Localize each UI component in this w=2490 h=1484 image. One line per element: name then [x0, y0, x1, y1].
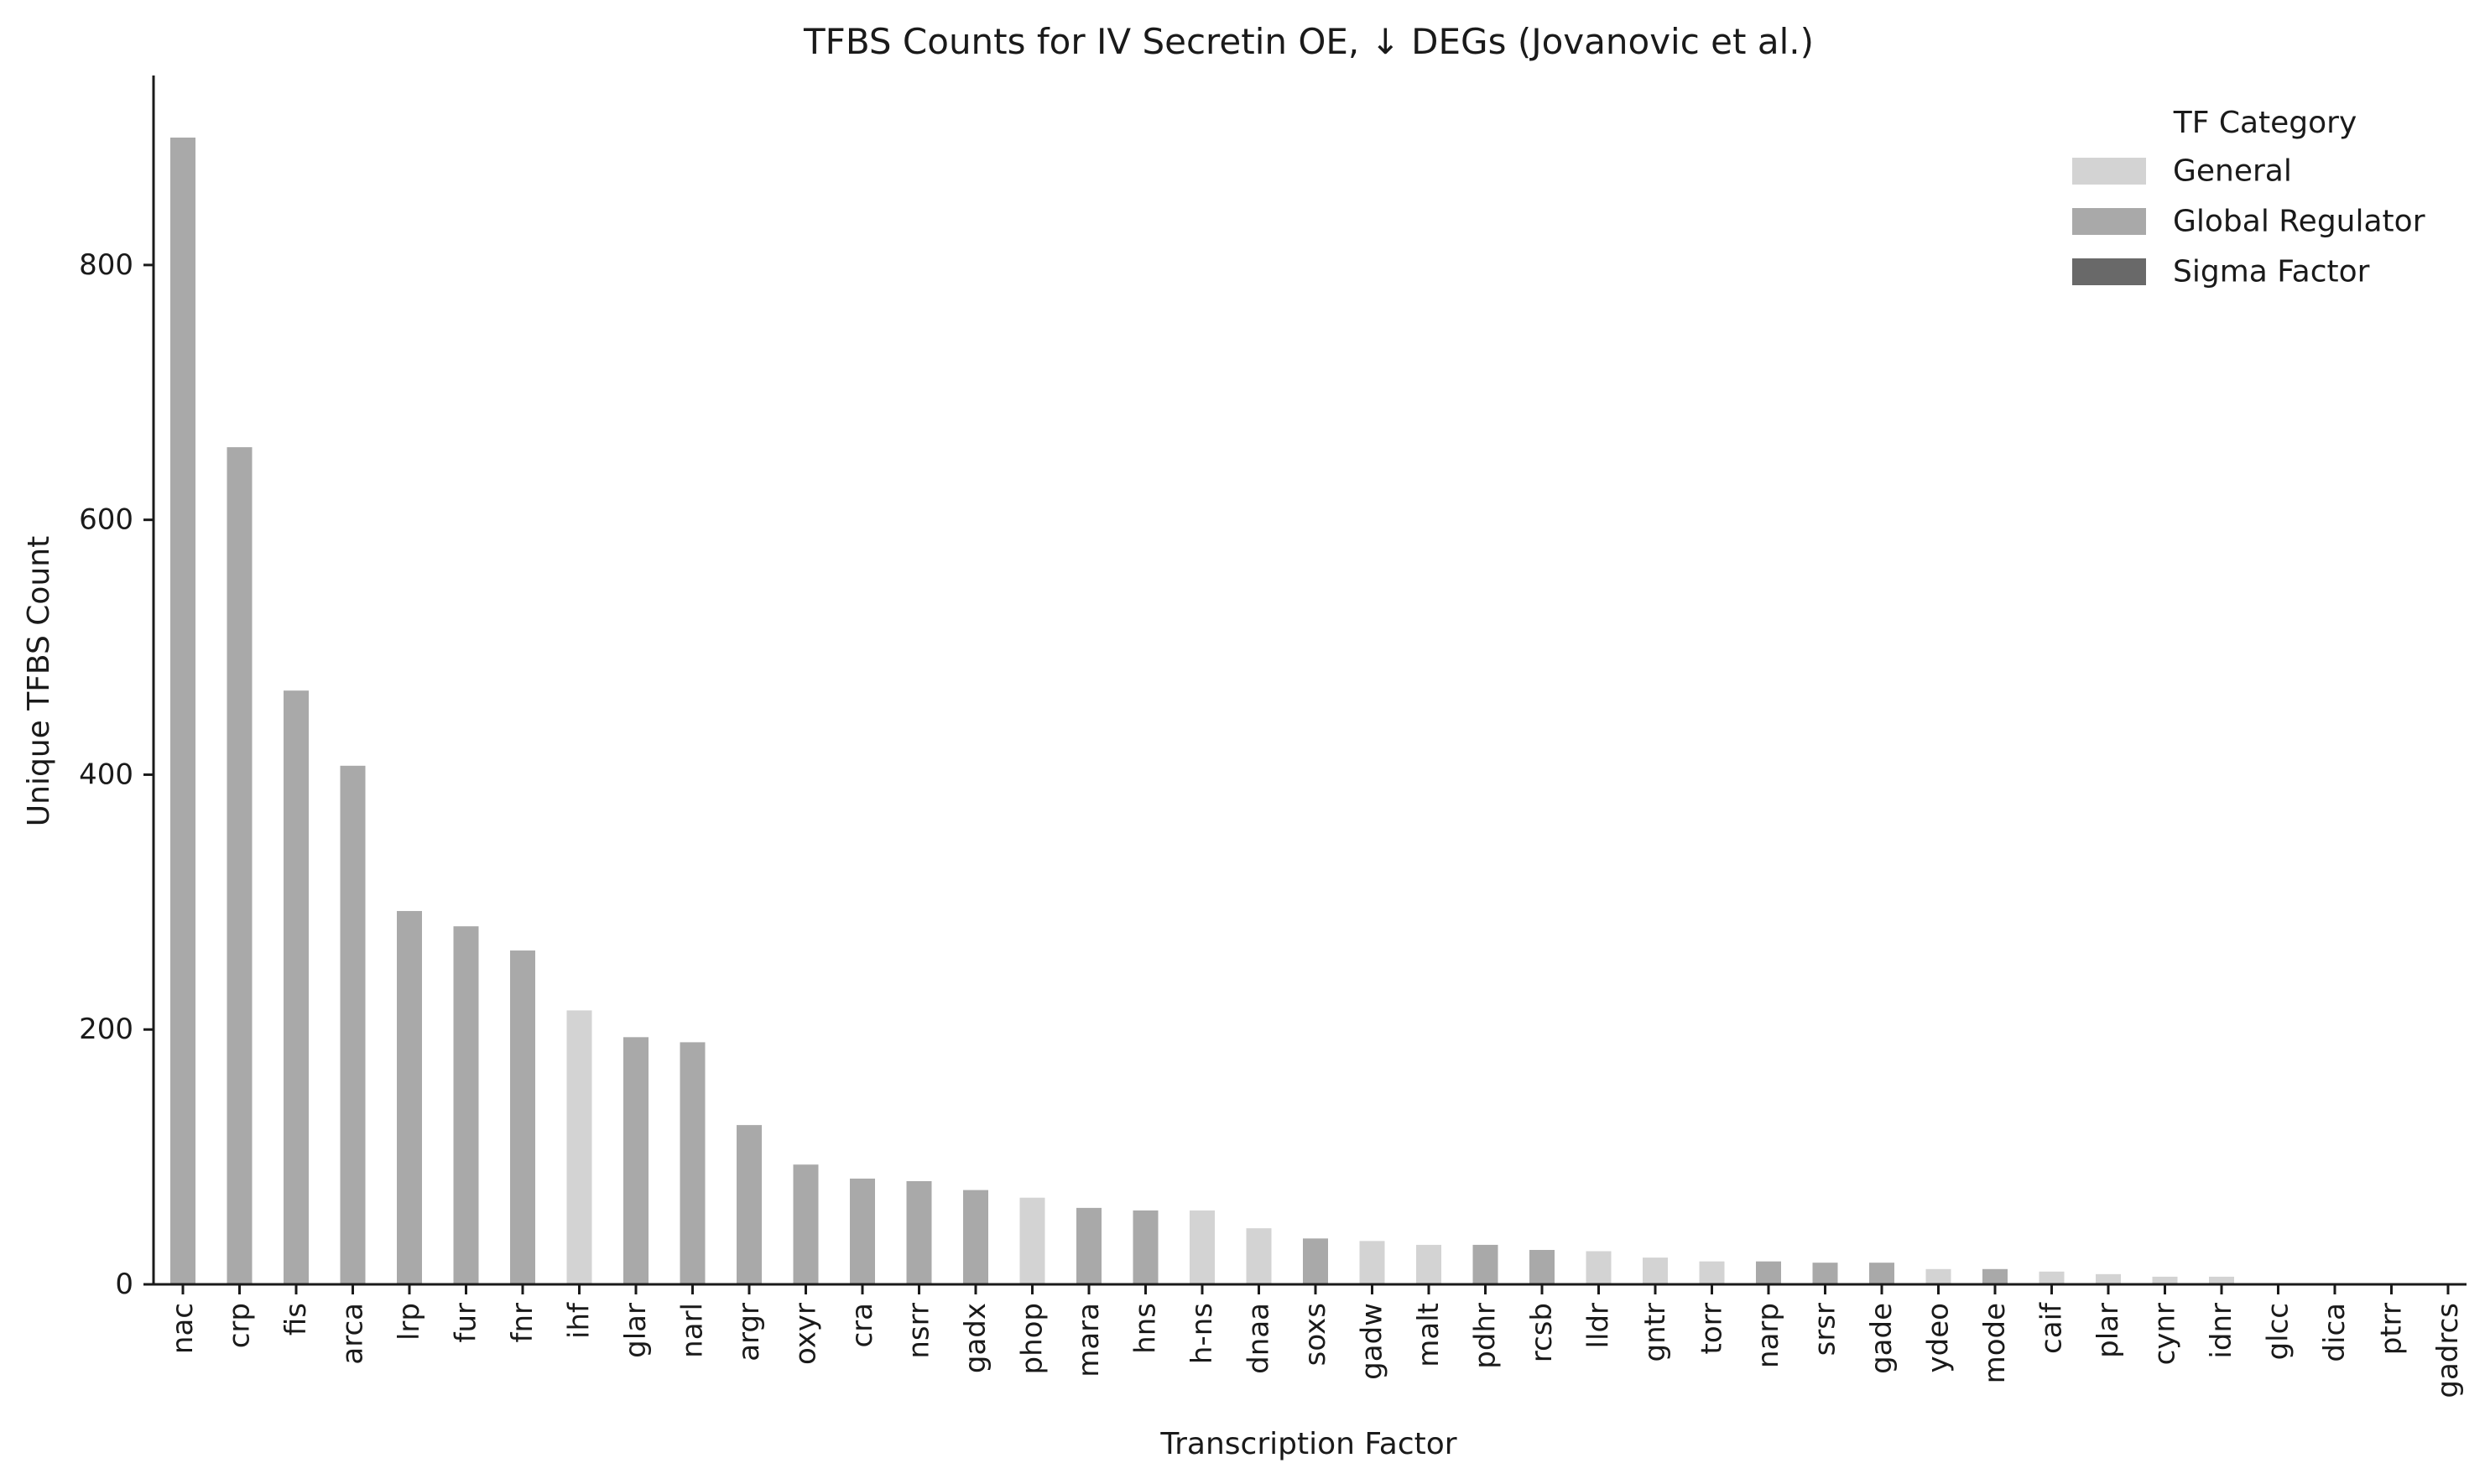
bar-caif — [2039, 1271, 2065, 1284]
x-tick-label-lldr: lldr — [1582, 1303, 1616, 1348]
bar-idnr — [2209, 1276, 2234, 1284]
bar-nsrr — [906, 1180, 932, 1284]
bar-gadw — [1359, 1241, 1385, 1284]
x-tick-label-gade: gade — [1865, 1303, 1899, 1374]
x-tick-label-ptrr: ptrr — [2375, 1303, 2409, 1355]
y-axis-ticks: 0 200 400 600 800 — [79, 248, 154, 1301]
bar-hns — [1133, 1210, 1159, 1284]
x-tick-label-ihf: ihf — [563, 1302, 596, 1339]
bar-narl — [680, 1042, 706, 1284]
bar-cynr — [2152, 1276, 2178, 1284]
chart-title: TFBS Counts for IV Secretin OE, ↓ DEGs (… — [803, 21, 1814, 62]
bar-oxyr — [793, 1164, 819, 1284]
legend-swatch-global-regulator — [2072, 208, 2146, 235]
x-tick-label-gadrcs: gadrcs — [2431, 1303, 2465, 1398]
y-axis-label: Unique TFBS Count — [22, 536, 56, 826]
x-tick-label-soxs: soxs — [1299, 1303, 1332, 1366]
x-tick-label-dica: dica — [2318, 1303, 2352, 1362]
x-tick-label-nsrr: nsrr — [903, 1303, 936, 1359]
x-tick-label-narl: narl — [676, 1303, 710, 1358]
legend-title: TF Category — [2173, 106, 2357, 140]
legend-label-sigma-factor: Sigma Factor — [2173, 255, 2370, 289]
x-tick-label-caif: caif — [2035, 1302, 2069, 1354]
y-tick-label-0: 0 — [115, 1268, 133, 1301]
x-axis-ticks: nac crp fis arca lrp fur fnr ihf glar narl argr oxy… — [166, 1284, 2465, 1398]
x-tick-label-lrp: lrp — [393, 1303, 426, 1341]
x-axis-label: Transcription Factor — [1159, 1427, 1456, 1461]
x-tick-label-glar: glar — [619, 1303, 653, 1358]
x-tick-label-fnr: fnr — [506, 1303, 539, 1343]
bar-dnaa — [1246, 1228, 1272, 1284]
bar-gntr — [1643, 1257, 1668, 1284]
x-tick-label-pdhr: pdhr — [1469, 1303, 1503, 1369]
bar-ydeo — [1925, 1268, 1951, 1284]
bar-lldr — [1586, 1251, 1612, 1284]
bar-gadx — [963, 1190, 988, 1284]
x-tick-label-rcsb: rcsb — [1525, 1303, 1559, 1362]
bar-srsr — [1812, 1263, 1838, 1284]
x-tick-label-mara: mara — [1072, 1303, 1106, 1377]
x-tick-label-h-ns: h-ns — [1185, 1303, 1219, 1364]
bar-cra — [850, 1178, 875, 1284]
x-tick-label-argr: argr — [732, 1303, 766, 1362]
bar-phop — [1019, 1197, 1045, 1284]
x-tick-label-gadw: gadw — [1356, 1303, 1389, 1380]
x-tick-label-hns: hns — [1129, 1303, 1163, 1354]
bar-mara — [1076, 1207, 1102, 1284]
bar-rcsb — [1529, 1249, 1555, 1284]
x-tick-label-crp: crp — [223, 1303, 257, 1348]
bar-crp — [227, 447, 253, 1284]
bar-ihf — [566, 1010, 592, 1284]
x-tick-label-nac: nac — [166, 1303, 200, 1354]
x-tick-label-arca: arca — [336, 1303, 370, 1365]
x-tick-label-gadx: gadx — [959, 1303, 992, 1373]
x-tick-label-glcc: glcc — [2262, 1303, 2295, 1360]
bar-glar — [623, 1037, 649, 1284]
bar-nac — [170, 138, 195, 1284]
bar-narp — [1756, 1261, 1781, 1284]
x-tick-label-fis: fis — [279, 1303, 313, 1336]
x-tick-label-malt: malt — [1412, 1303, 1446, 1367]
x-tick-label-narp: narp — [1752, 1303, 1785, 1368]
bar-h-ns — [1190, 1210, 1215, 1284]
x-tick-label-gntr: gntr — [1638, 1303, 1672, 1362]
bar-arca — [340, 765, 366, 1284]
y-tick-label-800: 800 — [79, 248, 133, 282]
bar-mode — [1982, 1268, 2008, 1284]
legend-label-global-regulator: Global Regulator — [2173, 205, 2425, 239]
bar-soxs — [1303, 1238, 1328, 1284]
x-tick-label-mode: mode — [1978, 1303, 2012, 1383]
bar-malt — [1416, 1244, 1441, 1284]
x-tick-label-idnr: idnr — [2205, 1303, 2238, 1359]
legend-swatch-general — [2072, 158, 2146, 185]
y-tick-label-200: 200 — [79, 1013, 133, 1046]
bar-torr — [1699, 1261, 1725, 1284]
x-tick-label-dnaa: dnaa — [1242, 1303, 1276, 1374]
x-tick-label-ydeo: ydeo — [1922, 1303, 1956, 1372]
legend-entries: General Global Regulator Sigma Factor — [2072, 154, 2425, 289]
bar-fnr — [510, 950, 535, 1284]
legend-swatch-sigma-factor — [2072, 258, 2146, 285]
bar-fur — [453, 926, 479, 1284]
legend: TF Category General Global Regulator Sigma… — [2072, 106, 2425, 289]
x-tick-label-plar: plar — [2091, 1303, 2125, 1358]
x-tick-label-phop: phop — [1016, 1303, 1050, 1375]
bars-group — [170, 138, 2404, 1284]
bar-argr — [737, 1125, 762, 1284]
y-tick-label-600: 600 — [79, 503, 133, 537]
bar-gade — [1869, 1263, 1894, 1284]
x-tick-label-srsr: srsr — [1809, 1303, 1842, 1356]
x-tick-label-torr: torr — [1696, 1303, 1729, 1355]
x-tick-label-fur: fur — [450, 1303, 483, 1343]
x-tick-label-cra: cra — [846, 1303, 879, 1348]
legend-label-general: General — [2173, 154, 2292, 189]
x-tick-label-cynr: cynr — [2149, 1303, 2182, 1365]
bar-fis — [284, 690, 309, 1284]
y-tick-label-400: 400 — [79, 758, 133, 791]
bar-pdhr — [1472, 1244, 1498, 1284]
x-tick-label-oxyr: oxyr — [789, 1303, 823, 1365]
bar-lrp — [397, 910, 422, 1284]
bar-plar — [2096, 1273, 2121, 1284]
